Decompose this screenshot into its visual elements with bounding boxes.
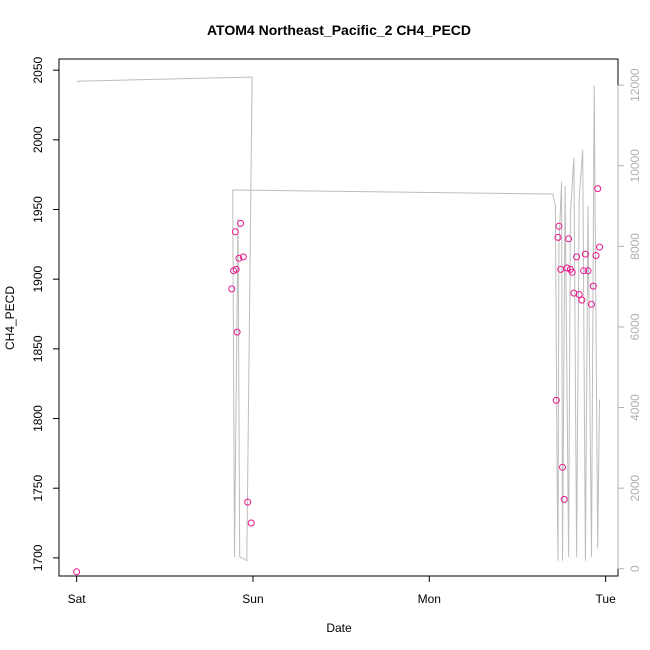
data-point bbox=[237, 219, 245, 227]
right-y-tick-label: 2000 bbox=[628, 474, 642, 501]
data-point bbox=[232, 265, 240, 273]
right-y-tick-label: 12000 bbox=[628, 68, 642, 102]
data-point bbox=[239, 253, 247, 261]
data-point bbox=[73, 568, 81, 576]
data-point bbox=[596, 243, 603, 251]
data-point bbox=[573, 253, 581, 261]
data-point bbox=[231, 228, 239, 236]
data-point bbox=[565, 235, 573, 243]
chart-title: ATOM4 Northeast_Pacific_2 CH4_PECD bbox=[207, 22, 471, 38]
right-y-tick-label: 10000 bbox=[628, 149, 642, 183]
data-point bbox=[568, 268, 576, 276]
data-point bbox=[581, 250, 589, 258]
data-point bbox=[235, 254, 243, 262]
x-tick-label: Sun bbox=[242, 592, 263, 606]
right-y-tick-label: 0 bbox=[628, 565, 642, 572]
y-tick-label: 1750 bbox=[31, 475, 45, 502]
y-tick-label: 1900 bbox=[31, 266, 45, 293]
y-axis: 1700 1750 1800 1850 1900 1950 2000 2050 bbox=[31, 56, 60, 571]
point-layer bbox=[73, 185, 603, 576]
y-axis-label: CH4_PECD bbox=[3, 286, 17, 350]
x-axis: Sat Sun Mon Tue bbox=[68, 575, 617, 606]
data-point bbox=[592, 252, 600, 259]
x-tick-label: Mon bbox=[418, 592, 441, 606]
plot-frame bbox=[58, 58, 619, 577]
right-y-tick-label: 4000 bbox=[628, 394, 642, 421]
data-point bbox=[588, 300, 595, 308]
x-tick-label: Tue bbox=[596, 592, 617, 606]
right-y-axis: 0 2000 4000 6000 8000 10000 12000 bbox=[617, 68, 642, 572]
data-point bbox=[575, 291, 583, 298]
altitude-line bbox=[76, 76, 600, 562]
data-point bbox=[589, 282, 597, 290]
altitude-line-layer bbox=[76, 76, 600, 562]
data-point bbox=[559, 463, 566, 471]
x-axis-label: Date bbox=[326, 621, 352, 635]
data-point bbox=[228, 285, 236, 293]
data-point bbox=[244, 498, 252, 506]
data-point bbox=[578, 296, 586, 304]
y-tick-label: 1850 bbox=[31, 335, 45, 362]
y-tick-label: 1800 bbox=[31, 405, 45, 432]
data-point bbox=[555, 222, 563, 230]
y-tick-label: 1950 bbox=[31, 196, 45, 223]
data-point bbox=[563, 264, 571, 272]
y-tick-label: 1700 bbox=[31, 544, 45, 571]
right-y-tick-label: 8000 bbox=[628, 233, 642, 260]
data-point bbox=[233, 328, 241, 336]
data-point bbox=[580, 267, 588, 275]
y-tick-label: 2000 bbox=[31, 126, 45, 153]
data-point bbox=[552, 396, 560, 404]
data-point bbox=[584, 267, 592, 275]
x-tick-label: Sat bbox=[68, 592, 87, 606]
data-point bbox=[594, 185, 602, 193]
data-point bbox=[560, 495, 568, 503]
data-point bbox=[247, 519, 255, 527]
right-y-tick-label: 6000 bbox=[628, 313, 642, 340]
data-point bbox=[554, 233, 562, 241]
y-tick-label: 2050 bbox=[31, 56, 45, 83]
